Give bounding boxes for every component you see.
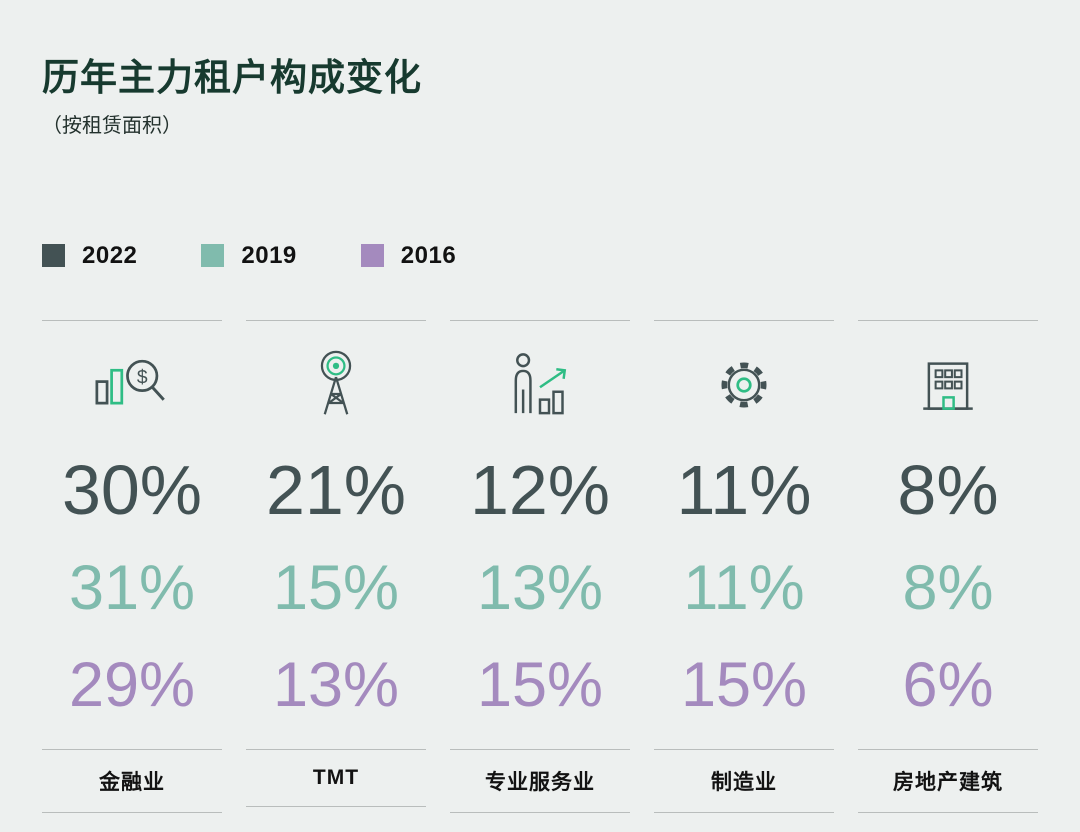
legend-label-2019: 2019 [241, 241, 297, 269]
category-grid: $ 30% 31% 29% 金融业 21% 15% 13% TMT [42, 319, 1038, 813]
value-2019: 13% [476, 552, 604, 623]
legend-swatch-2016 [360, 244, 384, 268]
legend-label-2022: 2022 [82, 241, 138, 269]
category-label: TMT [246, 748, 426, 807]
value-2022: 8% [897, 450, 999, 529]
category-column-professional-services: 12% 13% 15% 专业服务业 [450, 319, 630, 813]
column-top-rule [654, 319, 834, 321]
gear-icon [654, 339, 834, 431]
page-subtitle: （按租赁面积） [42, 114, 182, 137]
category-label: 房地产建筑 [858, 748, 1038, 813]
svg-text:$: $ [137, 367, 148, 388]
legend-item-2016: 2016 [360, 241, 457, 270]
legend-item-2022: 2022 [42, 242, 137, 270]
page-title: 历年主力租户构成变化 [42, 57, 422, 98]
legend-swatch-2019 [201, 244, 225, 268]
value-2022: 12% [469, 450, 611, 529]
column-top-rule [858, 319, 1038, 321]
value-2022: 21% [265, 450, 407, 529]
column-top-rule [42, 319, 222, 321]
value-2016: 29% [68, 649, 196, 720]
legend: 2022 2019 2016 [42, 242, 1038, 270]
value-2019: 8% [902, 552, 994, 623]
finance-chart-magnifier-icon: $ [42, 339, 222, 431]
category-label: 制造业 [654, 748, 834, 813]
column-top-rule [246, 319, 426, 321]
value-2016: 6% [902, 649, 994, 720]
value-2022: 30% [61, 450, 203, 529]
value-2019: 11% [683, 552, 805, 623]
category-column-real-estate: 8% 8% 6% 房地产建筑 [858, 319, 1038, 813]
value-2016: 15% [476, 649, 604, 720]
value-2019: 31% [68, 552, 196, 623]
category-label: 专业服务业 [450, 748, 630, 813]
category-column-manufacturing: 11% 11% 15% 制造业 [654, 319, 834, 813]
category-column-tmt: 21% 15% 13% TMT [246, 319, 426, 813]
value-2016: 15% [680, 649, 808, 720]
legend-swatch-2022 [42, 244, 65, 268]
value-2016: 13% [272, 649, 400, 720]
legend-item-2019: 2019 [201, 242, 296, 270]
category-column-finance: $ 30% 31% 29% 金融业 [42, 319, 222, 813]
person-growth-icon [450, 339, 630, 431]
category-label: 金融业 [42, 748, 222, 813]
legend-label-2016: 2016 [400, 241, 457, 269]
value-2022: 11% [676, 450, 812, 529]
antenna-icon [246, 339, 426, 431]
column-top-rule [450, 319, 630, 321]
value-2019: 15% [272, 552, 400, 623]
building-icon [858, 339, 1038, 431]
